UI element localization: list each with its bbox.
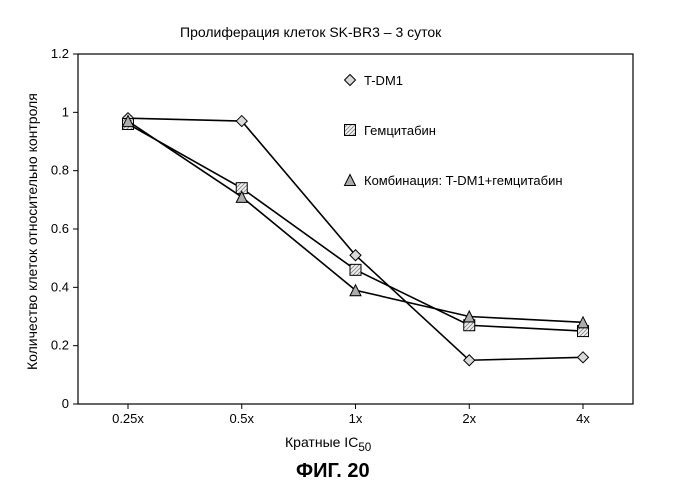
legend-label: Комбинация: T-DM1+гемцитабин	[364, 173, 563, 188]
y-tick-label: 0.4	[51, 279, 69, 294]
y-tick-label: 0.2	[51, 338, 69, 353]
y-tick-label: 0.6	[51, 221, 69, 236]
series-line	[128, 124, 583, 331]
x-tick-label: 1x	[349, 411, 363, 426]
marker-diamond	[345, 75, 356, 86]
x-tick-label: 0.25x	[112, 411, 144, 426]
y-tick-label: 1.2	[51, 46, 69, 61]
y-tick-label: 0	[62, 396, 69, 411]
marker-square	[350, 264, 361, 275]
marker-square	[345, 125, 356, 136]
marker-triangle	[345, 175, 356, 186]
chart-container: Пролиферация клеток SK-BR3 – 3 суток Кол…	[0, 0, 678, 500]
x-tick-label: 0.5x	[229, 411, 254, 426]
figure-label: ФИГ. 20	[296, 460, 370, 483]
y-tick-label: 1	[62, 104, 69, 119]
legend-label: Гемцитабин	[364, 123, 436, 138]
marker-diamond	[578, 352, 589, 363]
x-tick-label: 2x	[462, 411, 476, 426]
legend-label: T-DM1	[364, 73, 403, 88]
series-line	[128, 118, 583, 360]
chart-svg: 0 0.2 0.4 0.6 0.8 1 1.2 0.25x 0.5x 1x 2x 4x T-DM1 Гем…	[0, 0, 678, 500]
x-axis-label: Кратные IC50	[285, 434, 371, 454]
y-tick-label: 0.8	[51, 163, 69, 178]
x-tick-label: 4x	[576, 411, 590, 426]
